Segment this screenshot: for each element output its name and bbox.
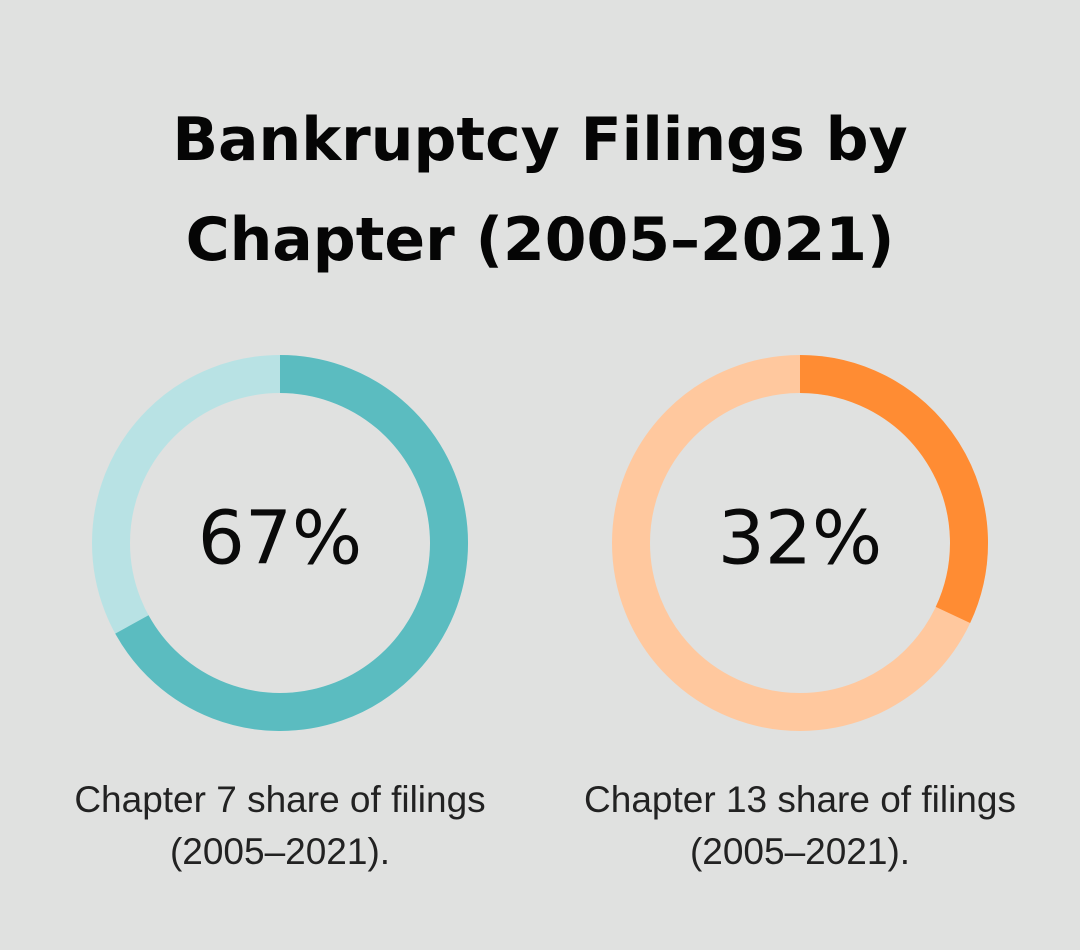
donut-arc	[799, 355, 988, 624]
caption: Chapter 13 share of filings (2005–2021).	[584, 779, 1016, 872]
value-label: 32%	[718, 496, 882, 582]
donut-arc	[115, 355, 468, 731]
caption: Chapter 7 share of filings (2005–2021).	[74, 779, 486, 872]
chart-title: Bankruptcy Filings by Chapter (2005–2021…	[172, 105, 908, 275]
value-label: 67%	[198, 496, 362, 582]
